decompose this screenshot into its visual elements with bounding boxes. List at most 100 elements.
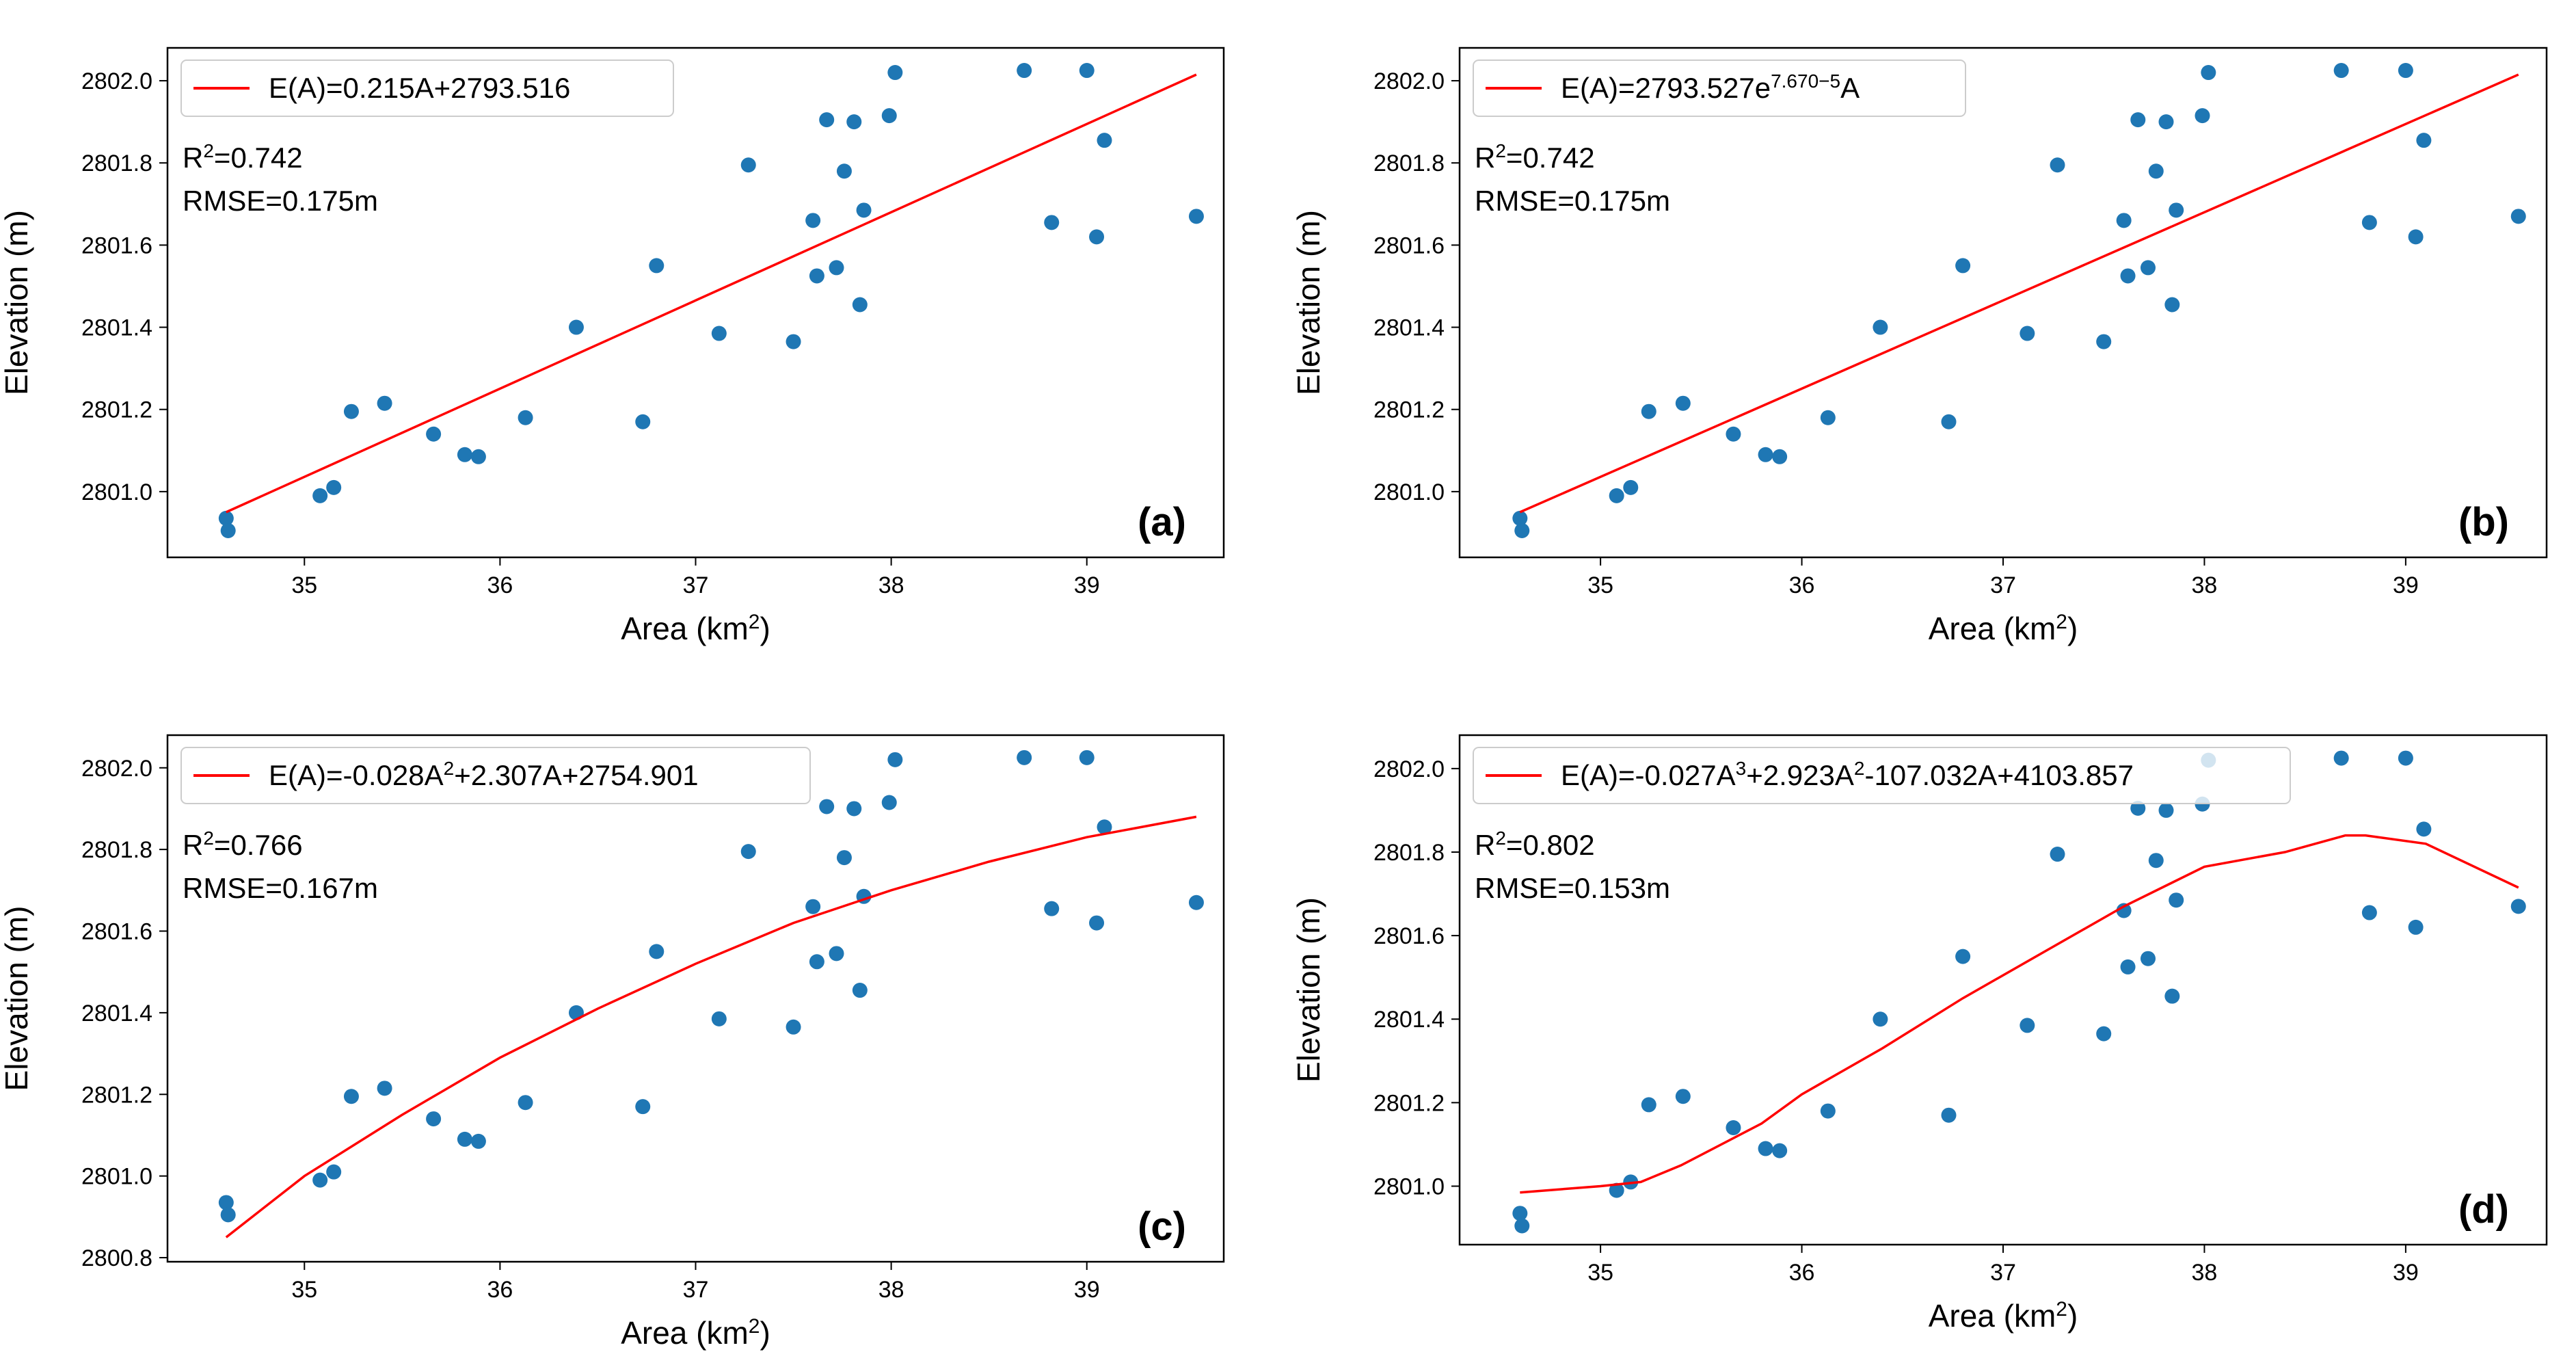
x-tick-label: 36 — [487, 572, 513, 598]
data-point — [2116, 903, 2132, 918]
data-point — [1079, 63, 1095, 79]
data-point — [1873, 1011, 1888, 1027]
x-tick-label: 37 — [683, 1277, 709, 1303]
legend-equation-part: E(A)=0.215A+2793.516 — [269, 72, 570, 104]
rmse-text: RMSE=0.153m — [1475, 872, 1670, 904]
legend-equation-part: +2.923A — [1746, 759, 1854, 791]
r-squared-superscript: 2 — [203, 140, 214, 161]
x-tick-label: 38 — [878, 1277, 904, 1303]
data-point — [819, 799, 835, 814]
chart-panel-b: 35 36 37 38 39 2801.0 2801.2 2801.4 2801.6 2801.8… — [1291, 47, 2548, 647]
data-point — [740, 157, 756, 173]
rmse-text: RMSE=0.175m — [1475, 185, 1670, 217]
data-point — [635, 414, 651, 429]
y-tick-label: 2801.0 — [1373, 1174, 1445, 1200]
r-squared-text: R2=0.802 — [1475, 827, 1595, 862]
data-point — [1873, 319, 1888, 335]
r-squared-prefix: R — [1475, 142, 1495, 174]
data-point — [326, 479, 342, 495]
x-axis-label-tail: ) — [760, 611, 770, 646]
x-tick-label: 39 — [1074, 572, 1100, 598]
data-point — [786, 334, 801, 349]
legend-equation-superscript: 7.670−5 — [1771, 70, 1840, 92]
x-tick-label: 36 — [487, 1277, 513, 1303]
data-point — [2130, 112, 2146, 128]
legend-box — [180, 59, 674, 117]
y-axis-label: Elevation (m) — [0, 906, 34, 1091]
data-point — [2361, 215, 2377, 230]
data-point — [2169, 892, 2184, 908]
r-squared-superscript: 2 — [203, 827, 214, 849]
r-squared-superscript: 2 — [1495, 140, 1506, 161]
x-tick-label: 38 — [2192, 1260, 2218, 1286]
data-point — [2020, 1018, 2035, 1033]
data-point — [2416, 133, 2432, 148]
x-tick-label: 39 — [2393, 1260, 2419, 1286]
data-point — [1079, 750, 1095, 765]
x-axis-label-superscript: 2 — [749, 1315, 760, 1338]
data-point — [635, 1099, 651, 1115]
legend-equation: E(A)=2793.527e7.670−5A — [1561, 70, 1860, 105]
x-tick-label: 37 — [683, 572, 709, 598]
data-point — [649, 258, 665, 274]
data-point — [1758, 1141, 1773, 1156]
y-tick-label: 2802.0 — [81, 756, 152, 782]
x-axis-label-superscript: 2 — [749, 611, 760, 633]
data-point — [836, 163, 852, 179]
data-point — [518, 410, 533, 425]
y-tick-label: 2801.6 — [81, 919, 152, 945]
data-point — [2398, 63, 2413, 79]
y-tick-label: 2801.8 — [81, 150, 152, 176]
data-point — [1097, 133, 1112, 148]
data-point — [1017, 750, 1032, 765]
x-tick-label: 35 — [1587, 572, 1613, 598]
data-point — [470, 449, 486, 464]
data-point — [1044, 215, 1060, 230]
panel-label: (a) — [1138, 500, 1186, 544]
data-point — [2158, 802, 2174, 818]
data-point — [1514, 1218, 1530, 1234]
data-point — [2116, 213, 2132, 228]
x-axis-label: Area (km2) — [621, 1315, 770, 1351]
data-point — [377, 395, 392, 411]
data-point — [2333, 63, 2349, 79]
data-point — [343, 403, 359, 419]
r-squared-text: R2=0.766 — [183, 827, 303, 862]
data-point — [1941, 414, 1957, 429]
r-squared-prefix: R — [183, 829, 203, 861]
data-point — [2164, 988, 2180, 1004]
data-point — [846, 114, 862, 130]
x-axis-label: Area (km2) — [1929, 1298, 2078, 1334]
r-squared-superscript: 2 — [1495, 827, 1506, 849]
data-point — [1512, 1206, 1528, 1221]
legend-equation-part: A — [1840, 72, 1860, 104]
data-point — [829, 260, 844, 276]
data-point — [2201, 65, 2216, 81]
legend-equation-superscript: 3 — [1736, 758, 1747, 779]
r-squared-prefix: R — [183, 142, 203, 174]
data-point — [457, 1131, 472, 1147]
y-tick-label: 2801.8 — [1373, 840, 1445, 866]
data-point — [711, 1011, 727, 1026]
data-point — [2195, 108, 2210, 124]
data-point — [1758, 447, 1773, 462]
data-point — [1726, 426, 1741, 442]
data-point — [1941, 1107, 1957, 1123]
data-point — [1514, 522, 1530, 538]
x-axis-label: Area (km2) — [1929, 611, 2078, 647]
data-point — [457, 447, 472, 462]
data-point — [649, 944, 665, 959]
data-point — [786, 1019, 801, 1035]
chart-panel-c: 35 36 37 38 39 2800.8 2801.0 2801.2 2801.4 2801.6… — [0, 734, 1225, 1351]
legend-box — [180, 747, 811, 804]
y-tick-label: 2801.0 — [81, 479, 152, 505]
data-point — [2408, 919, 2424, 935]
data-point — [2333, 750, 2349, 766]
rmse-text: RMSE=0.167m — [183, 872, 378, 904]
data-point — [829, 946, 844, 962]
x-axis-label-text: Area (km — [1929, 1298, 2056, 1334]
data-point — [1044, 901, 1060, 916]
data-point — [852, 983, 868, 998]
r-squared-value: =0.766 — [214, 829, 303, 861]
